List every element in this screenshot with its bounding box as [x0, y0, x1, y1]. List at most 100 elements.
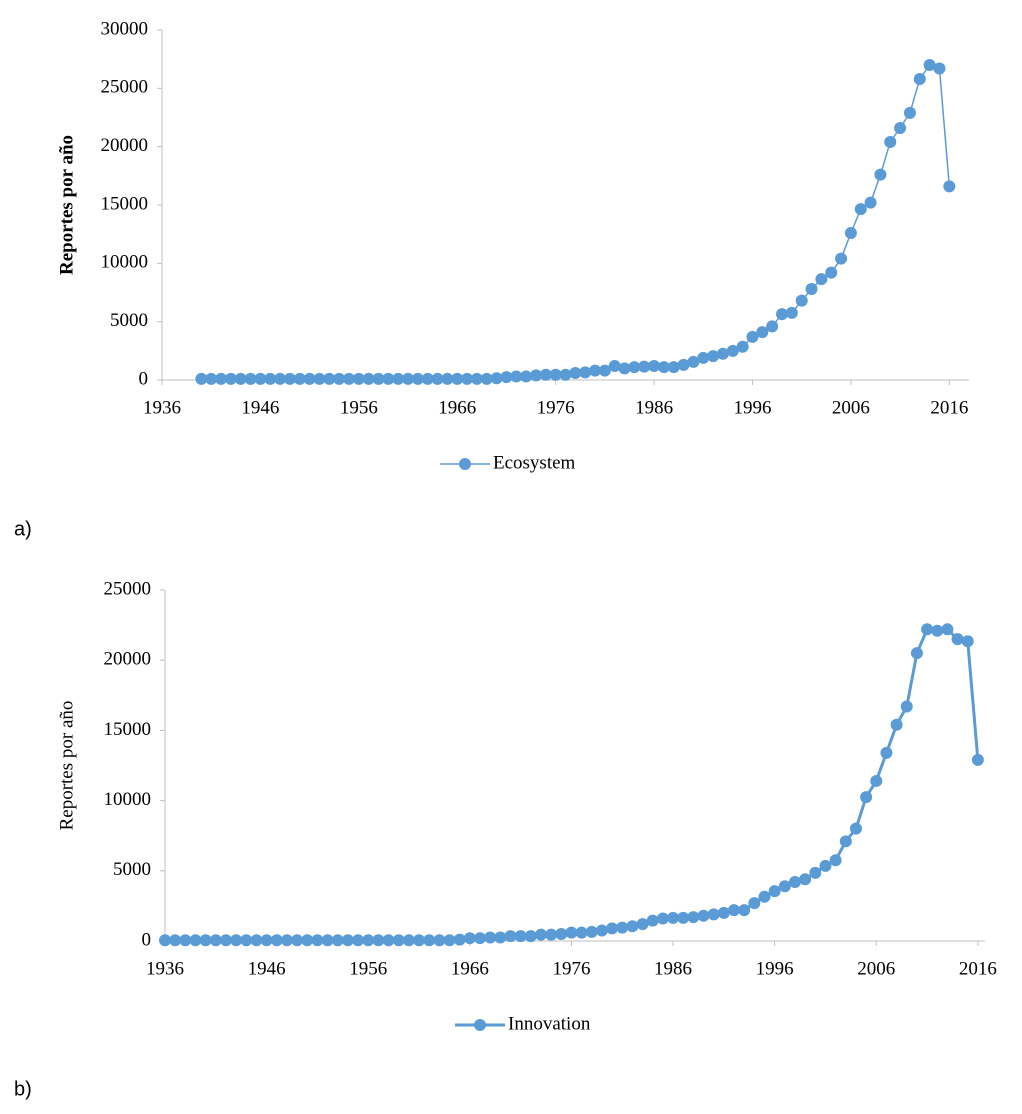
data-point: [933, 62, 946, 75]
data-point: [484, 931, 497, 944]
data-point: [250, 934, 263, 947]
data-point: [433, 934, 446, 947]
data-point: [971, 753, 984, 766]
data-point: [321, 934, 334, 947]
data-point: [636, 918, 649, 931]
data-point: [382, 934, 395, 947]
data-point: [215, 372, 228, 385]
data-point: [951, 633, 964, 646]
data-point: [656, 912, 669, 925]
data-point: [805, 283, 818, 295]
data-point: [585, 925, 598, 938]
data-point: [716, 347, 729, 360]
data-point: [707, 350, 720, 363]
data-point: [608, 360, 621, 372]
legend-marker: [474, 1019, 486, 1031]
y-tick-label: 20000: [101, 135, 149, 156]
data-point: [776, 308, 789, 321]
data-point: [788, 876, 801, 889]
data-point: [758, 890, 771, 903]
data-point: [230, 934, 243, 947]
data-point: [697, 351, 710, 364]
data-point: [697, 909, 710, 922]
data-point: [494, 931, 507, 944]
series-line: [201, 64, 951, 380]
data-point: [313, 372, 326, 385]
data-point: [473, 932, 486, 945]
data-point: [746, 330, 759, 343]
data-point: [677, 911, 690, 924]
data-point: [372, 372, 385, 385]
data-point: [555, 927, 568, 940]
x-tick-label: 1966: [438, 397, 476, 418]
data-point: [785, 306, 798, 319]
y-tick-label: 5000: [110, 310, 148, 331]
x-tick-label: 1946: [248, 958, 286, 979]
data-point: [341, 934, 354, 947]
data-point: [795, 294, 808, 307]
data-point: [413, 934, 426, 947]
data-point: [490, 372, 503, 385]
data-point: [825, 266, 838, 279]
x-tick-label: 1956: [349, 958, 387, 979]
y-tick-label: 10000: [101, 252, 149, 273]
data-point: [589, 364, 602, 377]
data-point: [323, 372, 336, 385]
data-point: [224, 372, 237, 385]
x-tick-label: 1936: [146, 958, 184, 979]
data-point: [884, 136, 897, 148]
data-point: [726, 344, 739, 357]
data-point: [854, 203, 867, 216]
data-point: [303, 372, 316, 385]
data-point: [500, 371, 513, 384]
data-point: [648, 360, 661, 372]
data-point: [931, 624, 944, 637]
series-line: [165, 627, 980, 942]
data-point: [565, 926, 578, 939]
panel-label: b): [14, 1078, 32, 1100]
data-point: [667, 361, 680, 374]
panel-label: a): [14, 518, 32, 540]
data-point: [880, 746, 893, 759]
data-point: [677, 358, 690, 371]
data-point: [453, 933, 466, 946]
data-point: [815, 273, 828, 286]
data-point: [169, 934, 182, 947]
legend-label: Ecosystem: [493, 452, 576, 473]
data-point: [890, 718, 903, 731]
data-point: [819, 859, 832, 872]
data-point: [291, 934, 304, 947]
data-point: [209, 934, 222, 947]
legend-label: Innovation: [508, 1013, 591, 1034]
y-tick-label: 10000: [104, 789, 152, 810]
data-point: [451, 372, 464, 385]
data-point: [646, 914, 659, 927]
data-point: [943, 180, 956, 193]
data-point: [638, 360, 651, 373]
data-point: [331, 934, 344, 947]
data-point: [311, 934, 324, 947]
data-point: [382, 372, 395, 385]
y-axis-title: Reportes por año: [56, 135, 77, 275]
data-point: [903, 106, 916, 119]
y-axis-title: Reportes por año: [56, 701, 77, 831]
data-point: [687, 355, 700, 368]
data-point: [717, 906, 730, 919]
data-point: [199, 934, 212, 947]
data-point: [362, 934, 375, 947]
data-point: [616, 921, 629, 934]
data-point: [579, 366, 592, 379]
data-point: [736, 340, 749, 353]
x-tick-label: 1986: [654, 958, 692, 979]
data-point: [524, 930, 537, 943]
data-point: [392, 934, 405, 947]
data-point: [411, 372, 424, 385]
data-point: [510, 370, 523, 383]
x-tick-label: 1936: [143, 397, 181, 418]
data-point: [778, 880, 791, 893]
data-point: [423, 934, 436, 947]
data-point: [626, 920, 639, 933]
data-point: [756, 326, 769, 339]
x-tick-label: 2016: [930, 397, 968, 418]
data-point: [835, 252, 848, 265]
